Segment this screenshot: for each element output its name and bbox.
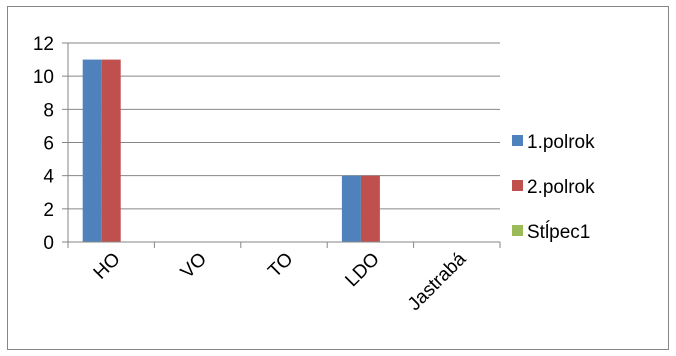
y-tick-label: 0	[43, 233, 54, 254]
y-tick-labels: 0 2 4 6 8 10 12	[33, 34, 55, 254]
y-tick-label: 6	[43, 134, 54, 155]
y-tick-label: 12	[33, 34, 54, 55]
bars	[82, 59, 380, 243]
y-tick-label: 10	[33, 67, 54, 88]
legend-label: 1.polrok	[527, 132, 595, 153]
legend-swatch-2.polrok	[512, 180, 523, 191]
gridlines	[68, 42, 500, 210]
x-tick-label: Jastrabá	[404, 248, 471, 315]
legend-swatch-Stĺpec1	[512, 225, 523, 236]
legend-label: Stĺpec1	[527, 221, 590, 243]
x-tick-labels: HO VO TO LDO Jastrabá	[90, 248, 471, 315]
y-tick-label: 2	[43, 200, 54, 221]
bar-LDO-1.polrok	[341, 175, 361, 242]
x-tick-label: LDO	[341, 249, 383, 291]
y-tick-label: 8	[43, 100, 54, 121]
x-tick-label: TO	[264, 249, 297, 282]
x-tick-label: VO	[177, 249, 211, 283]
axes	[62, 42, 501, 248]
bar-HO-2.polrok	[101, 59, 121, 243]
x-tick-label: HO	[90, 249, 125, 284]
bar-LDO-2.polrok	[360, 175, 380, 242]
legend-swatch-1.polrok	[512, 135, 523, 146]
bar-HO-1.polrok	[82, 59, 102, 243]
y-tick-label: 4	[43, 167, 54, 188]
legend: 1.polrok 2.polrok Stĺpec1	[512, 132, 595, 243]
legend-label: 2.polrok	[527, 177, 595, 198]
